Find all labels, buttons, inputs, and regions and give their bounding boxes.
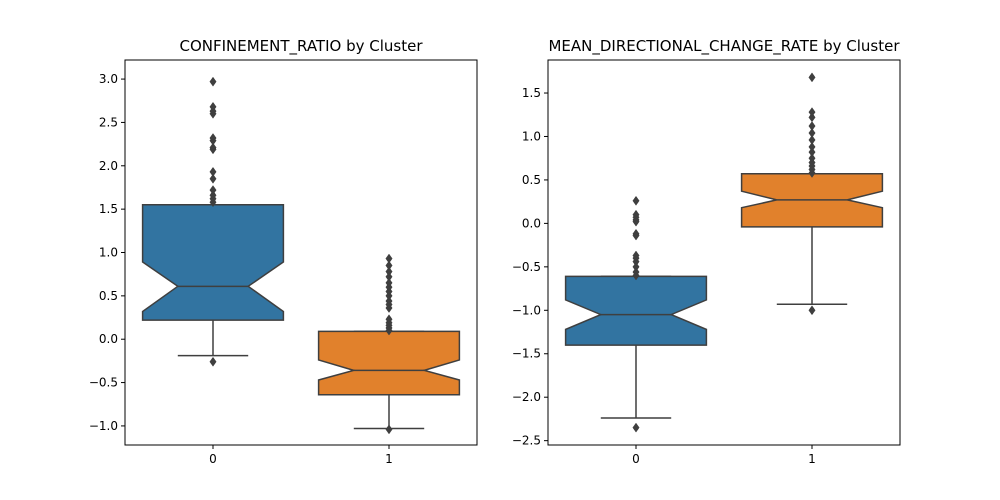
mean-directional-change-rate-y-tick-label: −1.5	[512, 347, 541, 361]
mean-directional-change-rate-cluster-1-outlier-point	[808, 107, 816, 118]
mean-directional-change-rate-cluster-0-outlier-point	[632, 209, 640, 220]
mean-directional-change-rate-y-tick-label: −1.0	[512, 303, 541, 317]
mean-directional-change-rate-y-tick-label: 0.5	[522, 173, 541, 187]
mean-directional-change-rate-cluster-1-outlier-point	[808, 147, 816, 158]
confinement-ratio-cluster-1-outlier-point	[385, 253, 393, 264]
mean-directional-change-rate-cluster-0-outlier-point	[632, 228, 640, 239]
mean-directional-change-rate-cluster-1-outlier-point	[808, 141, 816, 152]
mean-directional-change-rate-cluster-1-outlier-point	[808, 305, 816, 316]
mean-directional-change-rate-cluster-1-outlier-point	[808, 153, 816, 164]
confinement-ratio-y-tick-label: −1.0	[89, 419, 118, 433]
mean-directional-change-rate-axes-frame	[547, 59, 901, 446]
confinement-ratio-cluster-0-outlier-point	[209, 101, 217, 112]
confinement-ratio-cluster-0-outlier-point	[209, 173, 217, 184]
confinement-ratio-cluster-1-outlier-point	[385, 277, 393, 288]
mean-directional-change-rate-cluster-0-outlier-point	[632, 422, 640, 433]
mean-directional-change-rate-y-tick-label: 1.0	[522, 129, 541, 143]
mean-directional-change-rate-y-tick-label: −2.5	[512, 434, 541, 448]
confinement-ratio-panel: CONFINEMENT_RATIO by Cluster −1.0 −0.5 0.0 0…	[89, 37, 478, 466]
confinement-ratio-cluster-0-outlier-point	[209, 133, 217, 143]
confinement-ratio-y-tick-label: 0.0	[99, 332, 118, 346]
confinement-ratio-y-tick-label: 1.5	[99, 202, 118, 216]
mean-directional-change-rate-x-tick-label: 1	[808, 452, 816, 466]
confinement-ratio-y-tick-label: 2.5	[99, 115, 118, 129]
mean-directional-change-rate-cluster-1-outlier-point	[808, 135, 816, 145]
confinement-ratio-cluster-1-outlier-point	[385, 296, 393, 306]
confinement-ratio-y-tick-label: 1.0	[99, 246, 118, 260]
mean-directional-change-rate-cluster-1-outlier-point	[808, 121, 816, 131]
mean-directional-change-rate-cluster-1-outlier-point	[808, 112, 816, 123]
confinement-ratio-cluster-1-outlier-point	[385, 314, 393, 325]
confinement-ratio-cluster-1-outlier-point	[385, 424, 393, 435]
confinement-ratio-y-tick-label: −0.5	[89, 376, 118, 390]
confinement-ratio-cluster-0-outlier-point	[209, 76, 217, 87]
mean-directional-change-rate-cluster-0-outlier-point	[632, 250, 640, 261]
mean-directional-change-rate-cluster-1-outlier-point	[808, 72, 816, 83]
mean-directional-change-rate-cluster-0-outlier-point	[632, 261, 640, 272]
confinement-ratio-x-tick-label: 0	[209, 452, 217, 466]
confinement-ratio-cluster-1-outlier-point	[385, 266, 393, 277]
confinement-ratio-cluster-0-outlier-point	[209, 166, 217, 177]
mean-directional-change-rate-cluster-0-outlier-point	[632, 195, 640, 206]
confinement-ratio-cluster-0-outlier-point	[209, 185, 217, 195]
confinement-ratio-cluster-0-outlier-point	[209, 142, 217, 153]
confinement-ratio-axes-frame	[124, 59, 478, 446]
confinement-ratio-title: CONFINEMENT_RATIO by Cluster	[179, 37, 423, 56]
confinement-ratio-cluster-1-outlier-point	[385, 260, 393, 271]
confinement-ratio-cluster-1-outlier-point	[385, 271, 393, 282]
mean-directional-change-rate-cluster-0-outlier-point	[632, 267, 640, 277]
confinement-ratio-cluster-1-box	[317, 330, 461, 396]
confinement-ratio-cluster-0-box	[141, 204, 285, 321]
confinement-ratio-cluster-0-outlier-point	[209, 356, 217, 367]
confinement-ratio-y-tick-label: 2.0	[99, 159, 118, 173]
mean-directional-change-rate-panel: MEAN_DIRECTIONAL_CHANGE_RATE by Cluster −…	[512, 37, 901, 466]
confinement-ratio-x-tick-label: 1	[385, 452, 393, 466]
confinement-ratio-y-tick-label: 0.5	[99, 289, 118, 303]
mean-directional-change-rate-cluster-0-box	[564, 275, 708, 346]
confinement-ratio-y-tick-label: 3.0	[99, 72, 118, 86]
mean-directional-change-rate-x-tick-label: 0	[632, 452, 640, 466]
mean-directional-change-rate-cluster-1-outlier-point	[808, 128, 816, 138]
mean-directional-change-rate-y-tick-label: 0.0	[522, 216, 541, 230]
mean-directional-change-rate-y-tick-label: 1.5	[522, 86, 541, 100]
mean-directional-change-rate-y-tick-label: −0.5	[512, 260, 541, 274]
mean-directional-change-rate-y-tick-label: −2.0	[512, 390, 541, 404]
confinement-ratio-cluster-0-outlier-point	[209, 190, 217, 201]
mean-directional-change-rate-title: MEAN_DIRECTIONAL_CHANGE_RATE by Cluster	[548, 37, 900, 56]
